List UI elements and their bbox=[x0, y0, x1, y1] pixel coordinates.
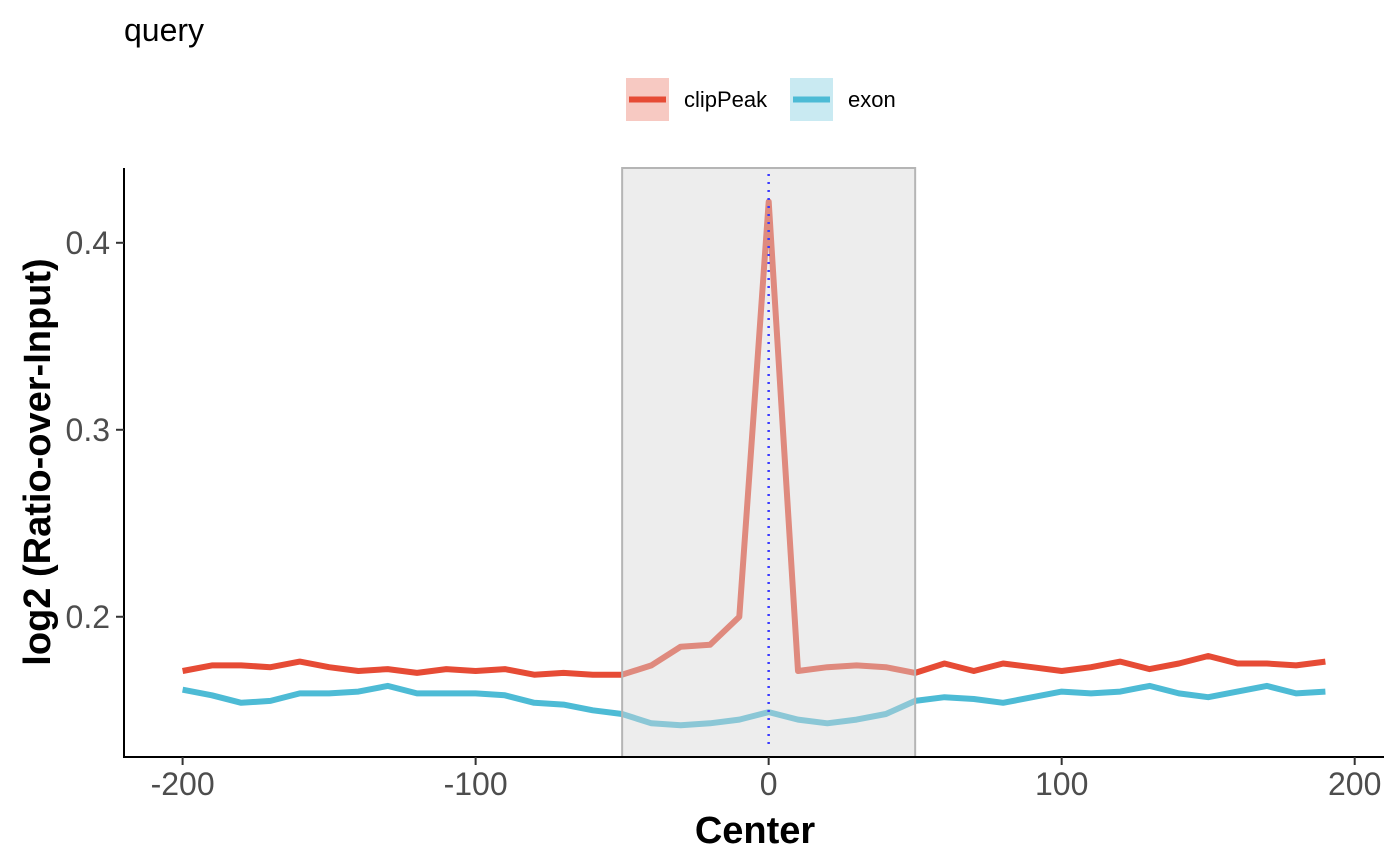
series-line-clippeak bbox=[182, 198, 1326, 678]
chart-title: query bbox=[124, 12, 204, 48]
x-tick-label: -200 bbox=[151, 766, 215, 802]
legend-item-exon[interactable]: exon bbox=[790, 78, 896, 121]
x-tick-label: 100 bbox=[1035, 766, 1088, 802]
y-tick-label: 0.4 bbox=[66, 225, 110, 261]
series-line-exon bbox=[182, 682, 1326, 729]
x-tick-label: -100 bbox=[444, 766, 508, 802]
x-axis-title: Center bbox=[695, 810, 816, 852]
y-tick-label: 0.3 bbox=[66, 412, 110, 448]
legend-label-exon: exon bbox=[848, 87, 896, 112]
y-axis-title: log2 (Ratio-over-Input) bbox=[17, 258, 59, 665]
legend: clipPeak exon bbox=[626, 78, 896, 121]
legend-label-clippeak: clipPeak bbox=[684, 87, 768, 112]
x-tick-label: 200 bbox=[1328, 766, 1381, 802]
y-tick-label: 0.2 bbox=[66, 599, 110, 635]
legend-item-clippeak[interactable]: clipPeak bbox=[626, 78, 768, 121]
plot-area: -200 -100 0 100 200 0.2 0.3 0.4 bbox=[66, 167, 1384, 802]
x-tick-label: 0 bbox=[760, 766, 778, 802]
